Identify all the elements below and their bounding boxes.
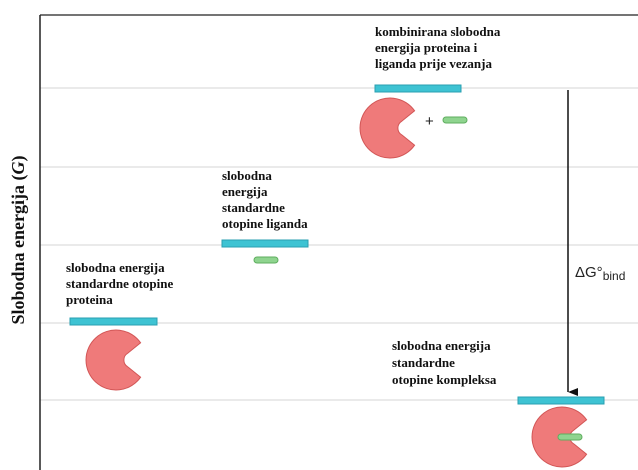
ligand bbox=[254, 257, 278, 263]
delta-symbol: ΔG° bbox=[575, 264, 603, 281]
level-label: slobodna bbox=[222, 168, 272, 183]
level-label: energija proteina i bbox=[375, 40, 478, 55]
level-label: otopine kompleksa bbox=[392, 372, 497, 387]
plus: + bbox=[425, 113, 434, 130]
delta-label: ΔG°bind bbox=[575, 264, 625, 283]
level-label: proteina bbox=[66, 292, 113, 307]
axis-label: Slobodna energija (G) bbox=[8, 155, 29, 324]
axis-label-symbol: G bbox=[8, 161, 28, 174]
protein bbox=[360, 98, 415, 158]
axis-label-text: Slobodna energija ( bbox=[8, 174, 29, 324]
level-label: otopine liganda bbox=[222, 216, 308, 231]
level-label: liganda prije vezanja bbox=[375, 56, 492, 71]
level-bar bbox=[518, 397, 604, 404]
ligand bbox=[558, 434, 582, 440]
level-bar bbox=[70, 318, 157, 325]
level-bar bbox=[375, 85, 461, 92]
diagram: Slobodna energija (G) slobodna energija … bbox=[0, 0, 638, 470]
delta-subscript: bind bbox=[603, 269, 626, 283]
level-label: slobodna energija bbox=[392, 338, 491, 353]
level-label: energija bbox=[222, 184, 268, 199]
level-label: standardne bbox=[222, 200, 285, 215]
level-label: standardne otopine bbox=[66, 276, 173, 291]
level-label: standardne bbox=[392, 355, 455, 370]
axis-label-text: ) bbox=[8, 155, 29, 161]
grid bbox=[40, 88, 638, 400]
level-label: kombinirana slobodna bbox=[375, 24, 501, 39]
level-bar bbox=[222, 240, 308, 247]
protein bbox=[86, 330, 141, 390]
ligand bbox=[443, 117, 467, 123]
level-label: slobodna energija bbox=[66, 260, 165, 275]
